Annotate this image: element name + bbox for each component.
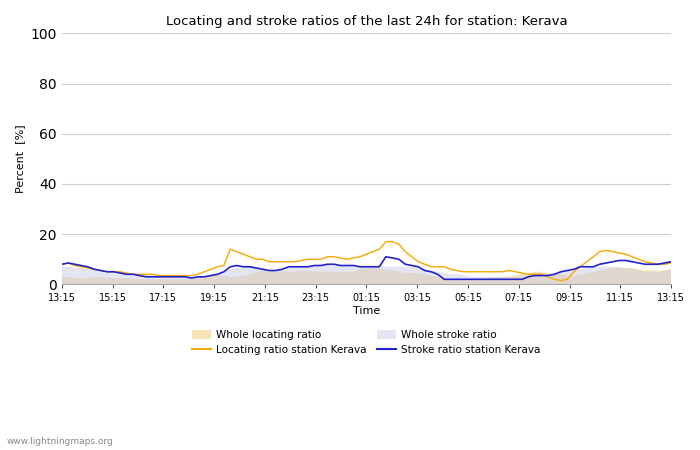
Title: Locating and stroke ratios of the last 24h for station: Kerava: Locating and stroke ratios of the last 2…: [166, 15, 567, 28]
Legend: Whole locating ratio, Locating ratio station Kerava, Whole stroke ratio, Stroke : Whole locating ratio, Locating ratio sta…: [188, 326, 545, 360]
Y-axis label: Percent  [%]: Percent [%]: [15, 125, 25, 193]
Text: www.lightningmaps.org: www.lightningmaps.org: [7, 436, 113, 446]
X-axis label: Time: Time: [353, 306, 380, 316]
